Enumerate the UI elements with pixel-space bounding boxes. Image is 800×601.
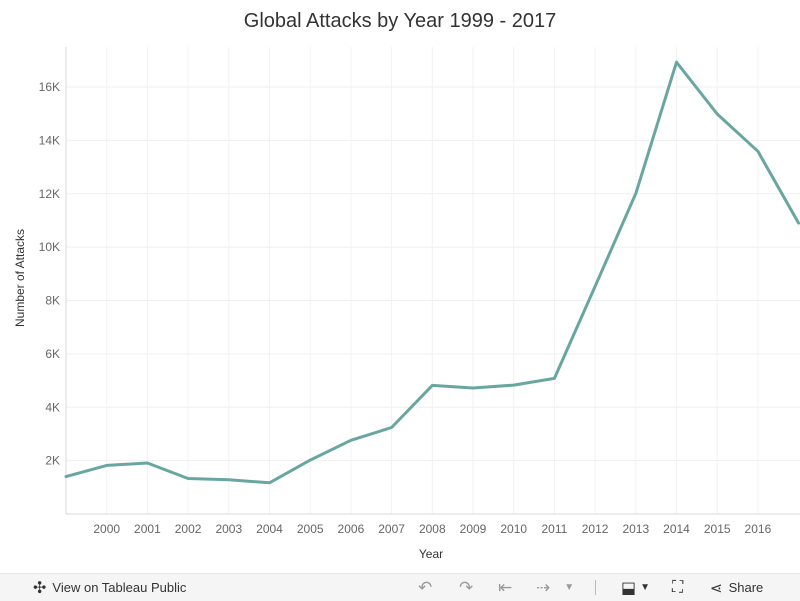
grid [66,47,800,514]
y-axis-title: Number of Attacks [13,229,27,327]
x-tick-label: 2013 [622,522,649,536]
undo-icon: ↶ [418,577,433,597]
y-tick-label: 4K [45,400,60,414]
x-tick-label: 2011 [541,522,567,536]
x-tick-label: 2007 [378,522,405,536]
y-tick-label: 8K [45,294,60,308]
redo-button[interactable]: ↷ [459,574,473,601]
download-icon: ⬓ [621,579,637,597]
x-tick-label: 2014 [663,522,690,536]
revert-icon: ⇤ [498,577,513,597]
refresh-button[interactable]: ⇢ ▼ [536,574,574,601]
y-tick-labels: 2K 4K 6K 8K 10K 12K 14K 16K [39,80,60,468]
tableau-toolbar: ✣ View on Tableau Public ↶ ↷ ⇤ ⇢ ▼ ⬓ ▼ ⛶… [0,573,800,601]
share-icon: ⋖ [710,579,723,597]
x-tick-label: 2010 [500,522,527,536]
fullscreen-icon: ⛶ [672,578,684,596]
share-label: Share [728,580,764,595]
axes [65,47,800,515]
y-tick-label: 12K [39,187,60,201]
x-tick-label: 2000 [93,522,120,536]
download-button[interactable]: ⬓ ▼ [621,574,650,601]
download-chevron-icon: ▼ [640,582,651,593]
x-tick-label: 2012 [582,522,609,536]
y-tick-label: 2K [45,454,60,468]
x-axis-title: Year [419,547,443,561]
chart-title: Global Attacks by Year 1999 - 2017 [243,10,557,32]
y-tick-label: 14K [39,133,60,147]
toolbar-divider [595,574,596,601]
x-tick-label: 2008 [419,522,446,536]
x-tick-label: 2005 [297,522,324,536]
x-tick-label: 2006 [338,522,365,536]
y-tick-label: 10K [39,240,60,254]
revert-button[interactable]: ⇤ [498,574,512,601]
series-group [64,60,800,485]
view-on-tableau-link[interactable]: ✣ View on Tableau Public [33,574,186,601]
x-tick-label: 2003 [215,522,242,536]
x-tick-label: 2002 [175,522,202,536]
x-tick-label: 2016 [745,522,772,536]
refresh-icon: ⇢ [536,577,551,597]
x-tick-label: 2015 [704,522,731,536]
tableau-logo-icon: ✣ [33,579,47,597]
x-tick-label: 2009 [460,522,487,536]
x-tick-label: 2001 [134,522,161,536]
undo-button[interactable]: ↶ [418,574,432,601]
redo-icon: ↷ [459,577,474,597]
y-tick-label: 16K [39,80,60,94]
y-tick-label: 6K [45,347,60,361]
chevron-down-icon: ▼ [564,582,575,593]
view-on-tableau-label: View on Tableau Public [52,580,187,595]
x-tick-label: 2004 [256,522,283,536]
share-button[interactable]: ⋖ Share [710,574,763,601]
x-tick-labels: 2000 2001 2002 2003 2004 2005 2006 2007 2008 2009… [93,522,771,536]
fullscreen-button[interactable]: ⛶ [672,574,683,601]
series-line[interactable] [64,60,800,485]
